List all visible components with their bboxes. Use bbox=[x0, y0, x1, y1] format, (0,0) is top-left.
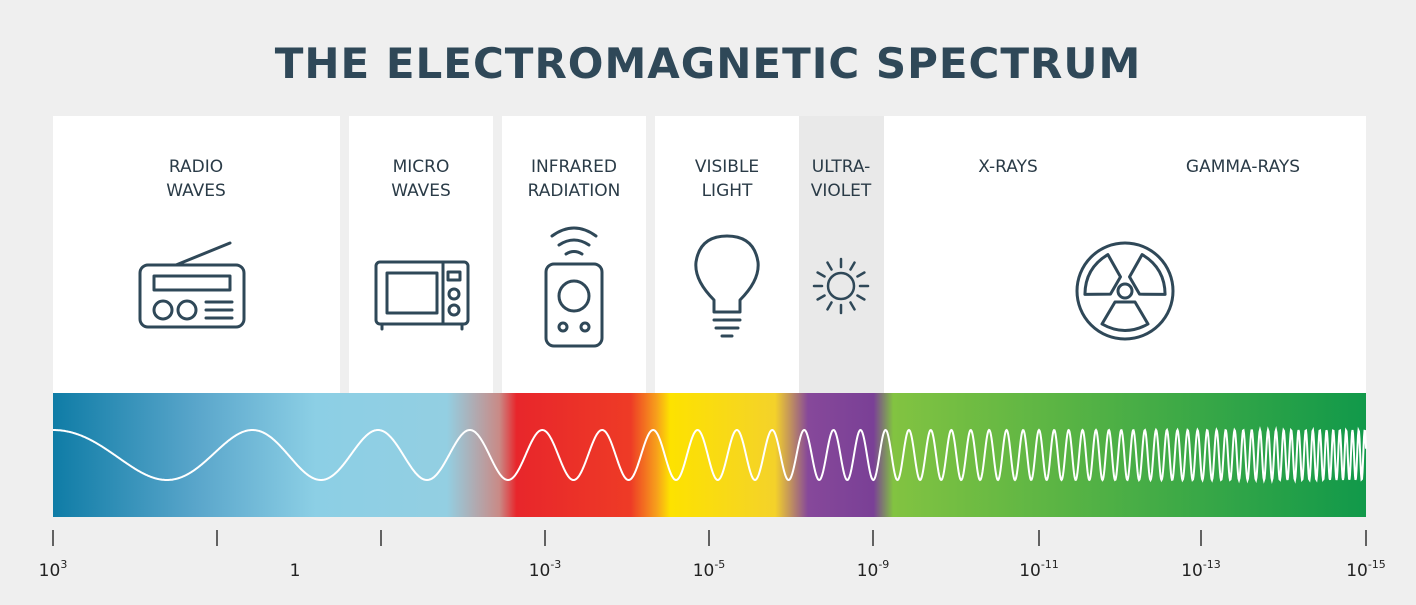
bulb-icon bbox=[694, 234, 760, 338]
scale-label: 1 bbox=[290, 561, 301, 581]
scale-base: 10 bbox=[1019, 561, 1041, 581]
sun-ray bbox=[816, 294, 826, 301]
scale-exponent: -9 bbox=[878, 558, 889, 571]
scale-base: 10 bbox=[39, 561, 61, 581]
radio-icon bbox=[138, 241, 246, 329]
sun-ray bbox=[856, 294, 866, 301]
band-label: WAVES bbox=[166, 181, 226, 201]
scale-exponent: -5 bbox=[714, 558, 725, 571]
band-label: GAMMA-RAYS bbox=[1186, 157, 1300, 177]
radiation-icon bbox=[1075, 241, 1175, 341]
scale-label: 103 bbox=[39, 558, 68, 581]
sun-ray bbox=[856, 271, 866, 278]
scale-base: 10 bbox=[693, 561, 715, 581]
remote-icon bbox=[544, 226, 604, 348]
sun-ray bbox=[849, 261, 856, 271]
scale-label: 10-11 bbox=[1019, 558, 1059, 581]
band-label: RADIO bbox=[169, 157, 223, 177]
panels bbox=[53, 116, 1366, 393]
panel bbox=[349, 116, 493, 393]
band-label: WAVES bbox=[391, 181, 451, 201]
band-label: MICRO bbox=[393, 157, 450, 177]
band-label: LIGHT bbox=[702, 181, 753, 201]
wave bbox=[53, 426, 1367, 484]
sun-ray bbox=[816, 271, 826, 278]
band-label: ULTRA- bbox=[812, 157, 870, 177]
scale-exponent: -3 bbox=[550, 558, 561, 571]
sun-ray bbox=[826, 301, 833, 311]
scale-label: 10-15 bbox=[1346, 558, 1386, 581]
scale-base: 10 bbox=[529, 561, 551, 581]
sun-icon bbox=[812, 257, 870, 315]
panel bbox=[53, 116, 340, 393]
microwave-icon bbox=[374, 260, 470, 331]
scale-base: 10 bbox=[857, 561, 879, 581]
scale-exponent: -13 bbox=[1203, 558, 1221, 571]
panel bbox=[799, 116, 884, 393]
band-label: RADIATION bbox=[528, 181, 621, 201]
scale-exponent: -11 bbox=[1041, 558, 1059, 571]
sun-ray bbox=[826, 261, 833, 271]
scale-label: 10-9 bbox=[857, 558, 890, 581]
scale-label: 10-13 bbox=[1181, 558, 1221, 581]
scale-label: 10-5 bbox=[693, 558, 726, 581]
band-label: VIOLET bbox=[811, 181, 872, 201]
scale-exponent: 3 bbox=[60, 558, 67, 571]
band-label: X-RAYS bbox=[978, 157, 1038, 177]
title: THE ELECTROMAGNETIC SPECTRUM bbox=[275, 39, 1142, 88]
scale-base: 1 bbox=[290, 561, 301, 581]
band-label: VISIBLE bbox=[695, 157, 759, 177]
panel bbox=[884, 116, 1366, 393]
scale-label: 10-3 bbox=[529, 558, 562, 581]
panel bbox=[655, 116, 799, 393]
scale-base: 10 bbox=[1346, 561, 1368, 581]
band-label: INFRARED bbox=[531, 157, 617, 177]
scale-exponent: -15 bbox=[1368, 558, 1386, 571]
sun-ray bbox=[849, 301, 856, 311]
scale-base: 10 bbox=[1181, 561, 1203, 581]
